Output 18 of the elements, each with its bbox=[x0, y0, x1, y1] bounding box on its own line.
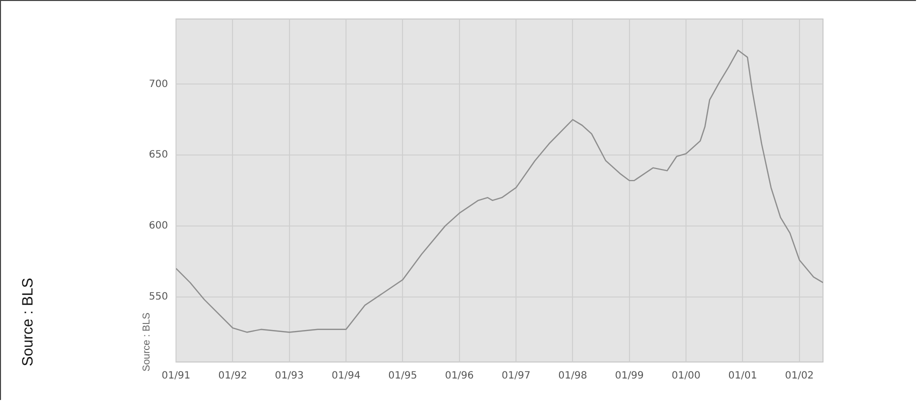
source-note: Source : BLS bbox=[142, 312, 152, 372]
x-tick-label: 01/96 bbox=[444, 370, 474, 382]
x-tick-label: 01/99 bbox=[614, 370, 644, 382]
x-tick-label: 01/98 bbox=[558, 370, 588, 382]
x-tick-label: 01/92 bbox=[218, 370, 248, 382]
y-tick-label: 600 bbox=[148, 220, 168, 232]
source-note: Source : BLS bbox=[20, 278, 36, 366]
x-tick-label: 01/00 bbox=[672, 370, 700, 382]
x-tick-label: 01/91 bbox=[162, 370, 190, 382]
x-tick-label: 01/94 bbox=[332, 370, 360, 382]
x-tick-label: 01/95 bbox=[388, 370, 418, 382]
y-tick-label: 650 bbox=[148, 150, 168, 161]
x-tick-label: 01/02 bbox=[784, 370, 814, 382]
x-tick-label: 01/01 bbox=[728, 370, 758, 382]
y-tick-label: 550 bbox=[148, 291, 168, 302]
x-tick-label: 01/97 bbox=[502, 370, 530, 382]
x-tick-label: 01/93 bbox=[274, 370, 304, 382]
y-tick-label: 700 bbox=[148, 78, 168, 90]
